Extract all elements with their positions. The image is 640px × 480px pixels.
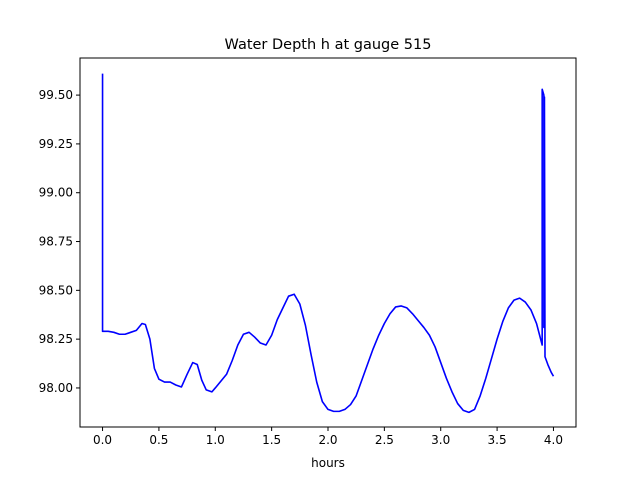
x-axis-label: hours: [311, 456, 345, 470]
series-layer: [101, 73, 555, 414]
y-tick-label: 98.25: [39, 332, 73, 346]
chart-title: Water Depth h at gauge 515: [225, 37, 432, 53]
x-tick-label: 4.0: [544, 433, 563, 447]
x-tick-label: 2.5: [375, 433, 394, 447]
x-tick-label: 1.0: [206, 433, 225, 447]
x-tick-label: 1.5: [262, 433, 281, 447]
x-tick-label: 3.0: [431, 433, 450, 447]
y-tick-label: 99.50: [39, 88, 73, 102]
series-line-h: [101, 73, 555, 414]
x-tick-label: 0.5: [149, 433, 168, 447]
y-tick-label: 99.00: [39, 186, 73, 200]
plot-frame: [79, 57, 577, 428]
y-axis-ticks: 98.00 98.25 98.50 98.75 99.00 99.25 99.50: [39, 88, 80, 395]
x-tick-label: 0.0: [93, 433, 112, 447]
x-tick-label: 2.0: [318, 433, 337, 447]
y-tick-label: 98.50: [39, 283, 73, 297]
x-tick-label: 3.5: [488, 433, 507, 447]
y-tick-label: 98.00: [39, 381, 73, 395]
x-axis-ticks: 0.0 0.5 1.0 1.5 2.0 2.5 3.0 3.5 4.0: [93, 427, 563, 447]
y-tick-label: 98.75: [39, 235, 73, 249]
y-tick-label: 99.25: [39, 137, 73, 151]
